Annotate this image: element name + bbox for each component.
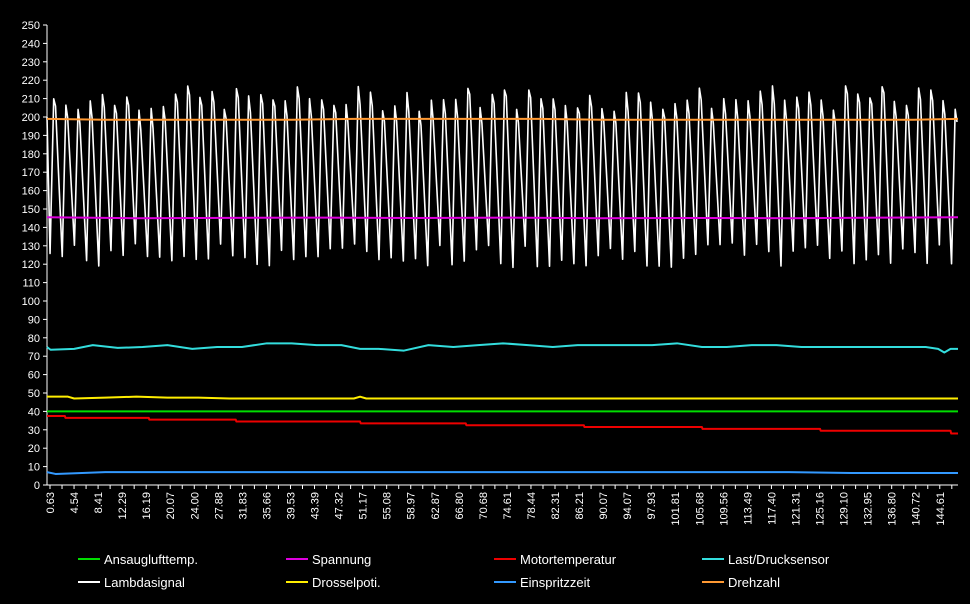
- x-tick-label: 74.61: [502, 492, 514, 520]
- y-tick-label: 100: [22, 296, 40, 308]
- y-tick-label: 130: [22, 241, 40, 253]
- y-tick-label: 150: [22, 204, 40, 216]
- x-tick-label: 35.66: [261, 492, 273, 520]
- y-tick-label: 220: [22, 75, 40, 87]
- y-tick-label: 180: [22, 149, 40, 161]
- legend-label: Motortemperatur: [520, 552, 617, 567]
- y-tick-label: 250: [22, 20, 40, 32]
- x-tick-label: 113.49: [742, 492, 754, 525]
- x-tick-label: 20.07: [165, 492, 177, 520]
- x-tick-label: 4.54: [69, 492, 81, 513]
- x-tick-label: 12.29: [117, 492, 129, 520]
- x-tick-label: 136.80: [887, 492, 899, 526]
- series-line-spannung: [46, 216, 959, 220]
- x-tick-label: 90.07: [598, 492, 610, 520]
- x-tick-label: 62.87: [430, 492, 442, 520]
- y-tick-label: 140: [22, 222, 40, 234]
- x-tick-label: 101.81: [670, 492, 682, 526]
- x-tick-label: 125.16: [815, 492, 827, 526]
- y-tick-label: 20: [28, 443, 40, 455]
- x-tick-label: 78.44: [526, 492, 538, 520]
- axes-layer: 0 10 20 30 40 50 60 70 80 90 100 110 120 130 140 150 160…: [22, 20, 958, 526]
- y-tick-label: 200: [22, 112, 40, 124]
- x-tick-label: 117.40: [766, 492, 778, 525]
- y-tick-label: 120: [22, 259, 40, 271]
- series-line-einspritzzeit: [46, 471, 958, 475]
- y-tick-label: 30: [28, 425, 40, 437]
- legend-label: Spannung: [312, 552, 371, 567]
- x-tick-label: 105.68: [694, 492, 706, 526]
- x-tick-label: 86.21: [574, 492, 586, 520]
- x-tick-label: 121.31: [790, 492, 802, 526]
- y-tick-label: 160: [22, 186, 40, 198]
- y-tick-label: 50: [28, 388, 40, 400]
- x-tick-label: 132.95: [863, 492, 875, 526]
- series-line-drosselpoti: [47, 395, 958, 400]
- x-tick-label: 129.10: [839, 492, 851, 526]
- x-tick-label: 24.00: [189, 492, 201, 520]
- x-tick-label: 58.97: [406, 492, 418, 520]
- y-tick-label: 230: [22, 57, 40, 69]
- y-tick-label: 170: [22, 167, 40, 179]
- x-tick-label: 140.72: [911, 492, 923, 526]
- series-line-lambdasignal: [46, 85, 958, 269]
- y-tick-label: 240: [22, 38, 40, 50]
- x-tick-label: 47.32: [334, 492, 346, 520]
- series-line-last-drucksensor: [46, 342, 958, 354]
- legend-label: Ansauglufttemp.: [104, 552, 198, 567]
- x-tick-label: 8.41: [93, 492, 105, 513]
- y-tick-label: 10: [28, 462, 40, 474]
- series-line-motortemperatur: [47, 415, 958, 435]
- x-tick-label: 0.63: [45, 492, 57, 513]
- x-tick-label: 82.31: [550, 492, 562, 520]
- legend-label: Drosselpoti.: [312, 575, 381, 590]
- x-tick-label: 70.68: [478, 492, 490, 520]
- y-tick-label: 40: [28, 406, 40, 418]
- legend-label: Lambdasignal: [104, 575, 185, 590]
- y-tick-label: 110: [22, 278, 40, 290]
- x-tick-label: 51.17: [358, 492, 370, 520]
- legend-label: Last/Drucksensor: [728, 552, 830, 567]
- x-tick-label: 55.08: [382, 492, 394, 520]
- y-tick-label: 80: [28, 333, 40, 345]
- y-tick-label: 210: [22, 94, 40, 106]
- x-tick-label: 94.07: [622, 492, 634, 520]
- y-tick-label: 90: [28, 314, 40, 326]
- x-tick-label: 43.39: [310, 492, 322, 520]
- legend-label: Einspritzzeit: [520, 575, 590, 590]
- y-tick-label: 60: [28, 370, 40, 382]
- x-tick-label: 31.83: [237, 492, 249, 520]
- y-tick-label: 0: [34, 480, 40, 492]
- legend-label: Drehzahl: [728, 575, 780, 590]
- legend: Ansauglufttemp. Spannung Motortemperatur La…: [78, 552, 830, 590]
- series-line-drehzahl: [46, 117, 959, 121]
- x-tick-label: 39.53: [285, 492, 297, 520]
- x-tick-label: 27.88: [213, 492, 225, 520]
- x-tick-label: 66.80: [454, 492, 466, 520]
- x-tick-label: 109.56: [718, 492, 730, 526]
- x-tick-label: 97.93: [646, 492, 658, 520]
- x-tick-label: 144.61: [935, 492, 947, 526]
- y-tick-label: 190: [22, 130, 40, 142]
- x-tick-label: 16.19: [141, 492, 153, 520]
- series-layer: [46, 85, 959, 475]
- y-tick-label: 70: [28, 351, 40, 363]
